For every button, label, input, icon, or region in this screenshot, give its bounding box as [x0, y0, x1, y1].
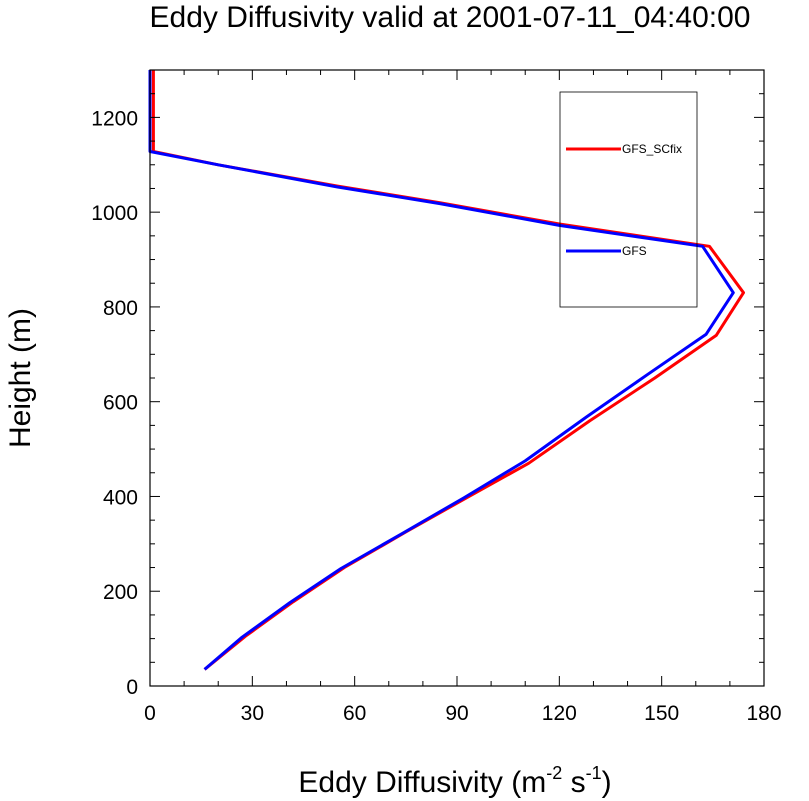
chart-title: Eddy Diffusivity valid at 2001-07-11_04:…: [150, 1, 751, 34]
axis-ticks: [149, 69, 765, 687]
x-tick-label: 90: [445, 702, 468, 725]
x-tick-label: 0: [144, 702, 156, 725]
legend-label-gfs: GFS: [622, 244, 647, 258]
legend-box: [559, 91, 698, 308]
y-axis-title: Height (m): [4, 308, 37, 448]
x-axis-title: Eddy Diffusivity (m-2 s-1): [298, 763, 611, 799]
y-tick-label: 800: [103, 297, 138, 320]
y-tick-label: 1000: [91, 202, 138, 225]
y-tick-label: 200: [103, 581, 138, 604]
x-tick-label: 180: [746, 702, 781, 725]
legend-label-gfs-scfix: GFS_SCfix: [622, 142, 682, 156]
x-tick-label: 150: [644, 702, 679, 725]
y-tick-label: 600: [103, 392, 138, 415]
legend: GFS_SCfix GFS: [559, 91, 698, 308]
x-tick-label: 30: [241, 702, 264, 725]
y-tick-label: 1200: [91, 107, 138, 130]
tick-labels: 0 30 60 90 120 150 180 0 200 400 600 800 1000 1200: [91, 107, 781, 725]
series-line-gfs: [148, 70, 735, 671]
x-tick-label: 120: [542, 702, 577, 725]
plot-frame: [149, 69, 765, 687]
y-tick-label: 400: [103, 486, 138, 509]
plot-area: [148, 70, 745, 671]
y-tick-label: 0: [126, 676, 138, 699]
x-tick-label: 60: [343, 702, 366, 725]
